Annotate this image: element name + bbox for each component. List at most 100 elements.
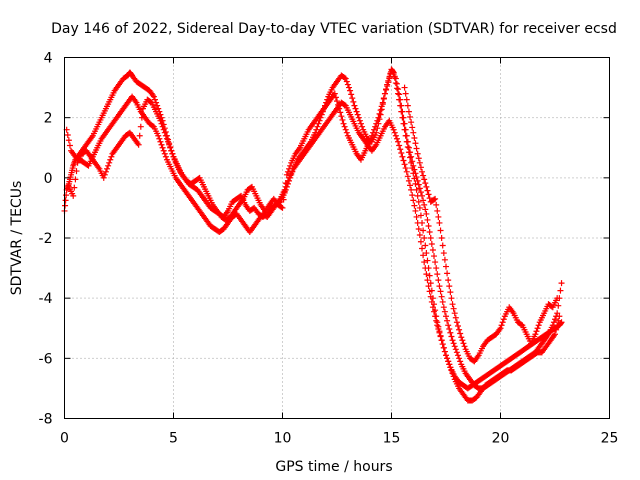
data-point <box>395 138 402 145</box>
data-point <box>163 135 170 142</box>
grid-layer <box>64 57 610 419</box>
data-point <box>415 225 422 232</box>
data-point <box>159 123 166 130</box>
data-point <box>283 171 290 178</box>
data-point <box>457 358 464 365</box>
data-point <box>399 108 406 115</box>
data-point <box>135 141 142 148</box>
data-point <box>162 132 169 139</box>
data-point <box>497 325 504 332</box>
data-point <box>423 271 430 278</box>
data-point <box>500 316 507 323</box>
data-point <box>422 206 429 213</box>
data-point <box>453 349 460 356</box>
data-point <box>499 319 506 326</box>
data-point <box>341 74 348 81</box>
data-point <box>344 81 351 88</box>
data-point <box>446 283 453 290</box>
data-point <box>427 293 434 300</box>
data-point <box>374 117 381 124</box>
data-point <box>425 283 432 290</box>
data-point <box>458 334 465 341</box>
data-point <box>438 337 445 344</box>
series-track-a <box>61 66 565 392</box>
data-point <box>443 313 449 320</box>
data-point <box>71 184 78 191</box>
data-point <box>409 192 416 199</box>
data-point <box>62 197 69 204</box>
data-point <box>535 322 542 329</box>
data-point <box>436 329 443 336</box>
data-point <box>420 252 427 259</box>
data-point <box>138 114 145 121</box>
data-point <box>410 162 417 169</box>
data-point <box>421 176 428 183</box>
x-axis-label: GPS time / hours <box>275 459 392 475</box>
data-point <box>435 326 442 333</box>
chart-title: Day 146 of 2022, Sidereal Day-to-day VTE… <box>51 21 617 37</box>
data-point <box>439 341 446 348</box>
data-point <box>422 242 429 249</box>
data-point <box>426 272 433 279</box>
data-point <box>450 305 457 312</box>
data-point <box>284 168 291 175</box>
data-point <box>405 108 412 115</box>
tick-layer: 0 5 10 15 20 25 -8 -6 -4 -2 0 2 4 <box>39 51 619 447</box>
data-point <box>404 173 411 180</box>
data-point <box>554 310 561 317</box>
data-point <box>427 235 434 241</box>
data-point <box>281 188 288 195</box>
data-point <box>550 319 557 326</box>
data-point <box>377 107 384 114</box>
data-point <box>278 204 285 211</box>
data-point <box>313 126 320 133</box>
data-point <box>448 367 455 374</box>
data-point <box>439 242 446 249</box>
data-point <box>62 202 69 209</box>
data-point <box>400 114 407 121</box>
data-point <box>412 207 419 214</box>
data-point <box>351 102 358 109</box>
data-point <box>557 287 564 294</box>
data-point <box>445 322 452 329</box>
data-point <box>393 80 400 87</box>
data-point <box>555 302 562 309</box>
data-point <box>420 197 427 204</box>
y-tick-label: 0 <box>44 171 53 187</box>
data-point <box>553 326 560 333</box>
data-point <box>435 277 442 284</box>
data-point <box>453 319 460 326</box>
data-point <box>413 145 420 152</box>
data-point <box>339 116 346 123</box>
data-point <box>165 138 172 145</box>
data-point <box>460 340 467 347</box>
data-point <box>428 241 435 248</box>
data-point <box>449 301 456 308</box>
data-point <box>414 219 421 226</box>
data-point <box>158 120 165 127</box>
data-point <box>447 364 454 371</box>
data-point <box>151 96 158 103</box>
data-point <box>411 134 418 141</box>
data-point <box>413 186 420 193</box>
data-point <box>70 192 77 199</box>
y-tick-label: -2 <box>39 231 53 247</box>
data-point <box>440 344 447 351</box>
data-point <box>423 250 430 257</box>
data-point <box>160 147 167 154</box>
data-point <box>401 84 408 91</box>
data-point <box>452 314 459 321</box>
data-point <box>409 124 416 131</box>
data-point <box>452 346 459 353</box>
data-point <box>449 337 456 344</box>
data-point <box>426 228 433 235</box>
data-point <box>450 373 457 380</box>
data-point <box>439 298 446 305</box>
data-point <box>366 138 373 145</box>
data-point <box>357 120 364 127</box>
data-point <box>72 176 79 183</box>
data-point <box>403 132 410 139</box>
data-point <box>532 331 539 338</box>
data-point <box>397 146 404 153</box>
